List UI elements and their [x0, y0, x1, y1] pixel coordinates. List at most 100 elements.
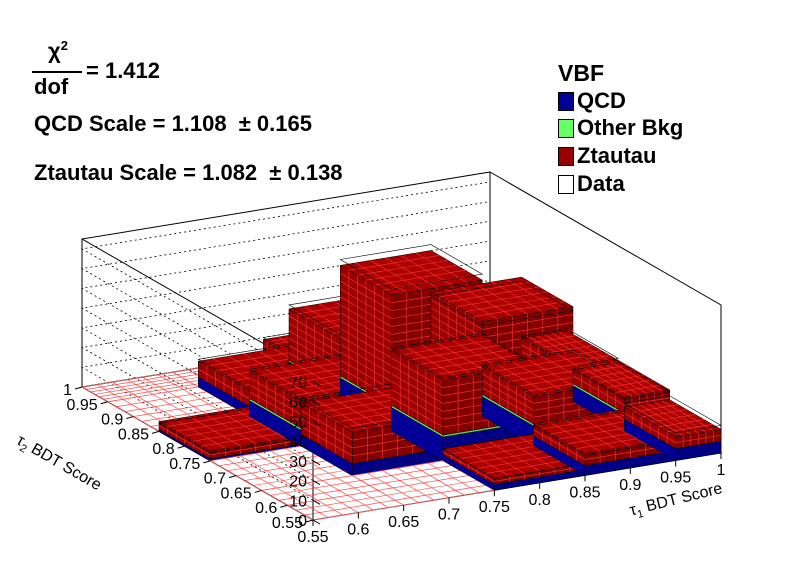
z-tick-mark — [312, 499, 321, 505]
bar-mesh-line — [385, 257, 438, 288]
x-tick-label: 0.85 — [569, 484, 600, 501]
y-tick-mark — [74, 386, 83, 390]
legend-label-qcd: QCD — [577, 88, 626, 113]
bar-mesh-line — [412, 465, 465, 496]
ztautau-scale-value: Ztautau Scale = 1.082 — [34, 160, 258, 185]
bar-mesh-line — [291, 485, 344, 516]
bar-mesh-line — [96, 384, 123, 400]
bar-mesh-line — [219, 411, 271, 442]
legend-title: VBF — [558, 60, 604, 86]
bar-mesh-line — [661, 400, 714, 431]
z-tick-label: 40 — [289, 434, 307, 451]
y-tick-mark — [203, 460, 211, 464]
x-tick-label: 0.75 — [479, 499, 510, 516]
y-tick-mark — [228, 475, 237, 479]
z-tick-label: 70 — [289, 375, 307, 392]
bar-mesh-line — [457, 446, 510, 477]
y-tick-mark — [177, 445, 185, 449]
y-tick-mark — [100, 401, 108, 405]
z-gridline — [80, 280, 491, 481]
chi2-value: = 1.412 — [86, 58, 161, 83]
bar-mesh-line — [631, 405, 684, 436]
bar-mesh-line — [473, 443, 525, 474]
legend-swatch-qcd — [558, 91, 574, 111]
legend-swatch-ztautau — [558, 146, 574, 166]
legend-label-other-bkg: Other Bkg — [577, 115, 684, 140]
z-tick-mark — [312, 401, 321, 407]
z-tick-label: 60 — [289, 395, 307, 412]
fraction-bar — [32, 71, 82, 73]
data-outline — [339, 244, 484, 290]
bar-mesh-line — [331, 397, 383, 428]
legend-item-qcd: QCD — [558, 88, 626, 114]
z-tick-label: 10 — [289, 493, 307, 510]
z-tick-mark — [312, 480, 321, 485]
bar-mesh-line — [276, 487, 329, 518]
bar-mesh-line — [406, 347, 459, 378]
bar-mesh-line — [580, 366, 633, 397]
bar-mesh-line — [421, 344, 474, 376]
legend-swatch-other-bkg — [558, 118, 574, 138]
qcd-scale-value: QCD Scale = 1.108 — [34, 111, 227, 136]
qcd-scale-error: ± 0.165 — [238, 111, 312, 136]
lego-bin — [260, 475, 405, 521]
bar-mesh-line — [427, 462, 480, 493]
y-tick-label: 0.6 — [255, 500, 277, 517]
bar-mesh-line — [142, 376, 169, 393]
bar-mesh-line — [503, 438, 555, 469]
bar-mesh-line — [279, 365, 332, 396]
bar-mesh-line — [255, 453, 308, 484]
y-tick-label: 0.75 — [169, 456, 200, 473]
bar-mesh-line — [294, 363, 347, 394]
bar-mesh-line — [491, 281, 543, 312]
bar-mesh-line — [127, 379, 154, 395]
lego-bars — [80, 244, 722, 521]
bar-mesh-line — [285, 448, 338, 479]
bar-mesh-line — [337, 477, 389, 508]
bar-mesh-line — [382, 470, 435, 501]
chi-exponent: 2 — [60, 38, 68, 53]
bar-mesh-line — [415, 252, 468, 283]
z-tick-mark — [312, 381, 321, 387]
z-tick-mark — [312, 519, 321, 525]
legend-swatch-data — [558, 174, 574, 194]
bar-mesh-line — [506, 279, 559, 310]
bar-mesh-line — [321, 480, 374, 511]
x-tick-label: 0.7 — [438, 507, 460, 524]
z-tick-mark — [312, 420, 321, 426]
bar-mesh-line — [610, 361, 663, 392]
y-tick-label: 1 — [63, 382, 72, 399]
legend-label-data: Data — [577, 171, 625, 196]
bar-mesh-line — [527, 359, 580, 390]
bar-mesh-line — [654, 401, 707, 433]
y-tick-mark — [254, 489, 262, 493]
bar-mesh-line — [204, 413, 256, 444]
bar-mesh-line — [112, 381, 139, 398]
bar-mesh-line — [400, 255, 453, 286]
y-tick-mark — [151, 430, 160, 434]
z-tick-mark — [312, 440, 321, 446]
x-tick-label: 0.65 — [388, 514, 419, 531]
legend-item-other-bkg: Other Bkg — [558, 115, 683, 141]
bar-mesh-line — [370, 260, 423, 291]
z-tick-mark — [312, 460, 321, 466]
bar-mesh-line — [603, 362, 655, 393]
bar-mesh-line — [264, 368, 317, 399]
bar-mesh-line — [240, 455, 293, 486]
bar-mesh-line — [436, 342, 489, 373]
data-outline — [430, 280, 574, 326]
x-tick-label: 0.95 — [660, 469, 691, 486]
bar-mesh-line — [315, 399, 368, 430]
data-outline — [572, 361, 671, 400]
bar-mesh-line — [551, 333, 604, 364]
x-tick-label: 1 — [717, 462, 726, 479]
bar-mesh-line — [397, 467, 450, 498]
bar-mesh-line — [646, 403, 699, 434]
ztautau-scale: Ztautau Scale = 1.082 ± 0.138 — [34, 160, 343, 186]
qcd-scale: QCD Scale = 1.108 ± 0.165 — [34, 111, 312, 137]
z-gridline — [80, 220, 491, 422]
bar-mesh-line — [559, 331, 611, 362]
bar-mesh-line — [234, 408, 287, 439]
bar-mesh-line — [461, 286, 513, 317]
